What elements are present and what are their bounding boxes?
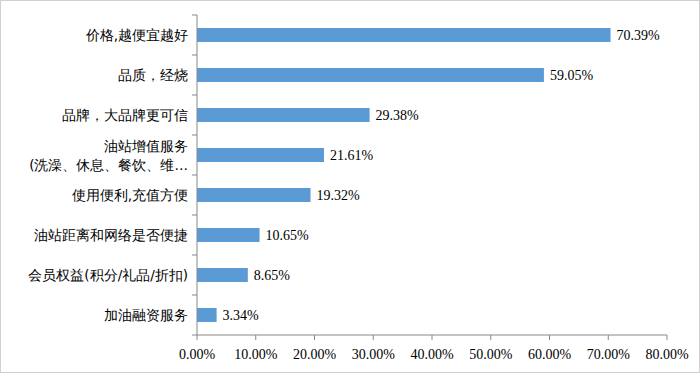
- bar: [197, 148, 324, 162]
- y-tick-label-line: 油站增值服务: [104, 138, 188, 154]
- bar: [197, 228, 260, 242]
- x-tick: [432, 335, 433, 340]
- y-tick-label: 加油融资服务: [104, 307, 188, 323]
- x-tick: [549, 335, 550, 340]
- x-tick-label: 20.00%: [293, 347, 337, 362]
- data-label: 3.34%: [223, 308, 260, 323]
- x-tick-label: 10.00%: [234, 347, 278, 362]
- x-tick: [667, 335, 668, 340]
- x-tick: [373, 335, 374, 340]
- bar: [197, 28, 611, 42]
- data-label: 70.39%: [617, 28, 661, 43]
- y-tick-label: 会员权益(积分/礼品/折扣): [28, 267, 188, 283]
- data-label: 59.05%: [550, 68, 594, 83]
- y-tick: [192, 95, 197, 96]
- x-tick-label: 70.00%: [587, 347, 631, 362]
- y-tick-label-line: 使用便利,充值方便: [72, 187, 188, 203]
- data-label: 29.38%: [376, 108, 420, 123]
- x-tick-label: 0.00%: [179, 347, 216, 362]
- data-label: 19.32%: [317, 188, 361, 203]
- x-tick: [314, 335, 315, 340]
- y-tick-label-line: 品质，经烧: [118, 67, 188, 83]
- x-tick: [608, 335, 609, 340]
- x-tick-label: 40.00%: [410, 347, 454, 362]
- y-tick-label-line: 品牌，大品牌更可信: [62, 107, 188, 123]
- y-tick: [192, 175, 197, 176]
- x-tick-label: 30.00%: [352, 347, 396, 362]
- y-tick: [192, 215, 197, 216]
- y-tick: [192, 255, 197, 256]
- x-tick: [197, 335, 198, 340]
- y-tick: [192, 15, 197, 16]
- bar: [197, 108, 370, 122]
- x-tick-label: 60.00%: [528, 347, 572, 362]
- y-tick-label-line: 加油融资服务: [104, 307, 188, 323]
- y-tick: [192, 55, 197, 56]
- x-tick-label: 50.00%: [469, 347, 513, 362]
- y-tick-label-line: 油站距离和网络是否便捷: [34, 227, 188, 243]
- y-tick-label: 油站增值服务 (洗澡、休息、餐饮、维…: [29, 138, 188, 173]
- data-label: 10.65%: [266, 228, 310, 243]
- x-tick: [255, 335, 256, 340]
- x-axis: [197, 335, 667, 336]
- y-tick-label-line: 会员权益(积分/礼品/折扣): [28, 267, 188, 283]
- chart: 0.00% 10.00% 20.00% 30.00% 40.00% 50.00% 60.00…: [0, 0, 700, 373]
- chart-border: [1, 1, 700, 373]
- y-tick-label: 油站距离和网络是否便捷: [34, 227, 188, 243]
- bar: [197, 68, 544, 82]
- bar: [197, 268, 248, 282]
- bar: [197, 188, 311, 202]
- y-tick-label-line: (洗澡、休息、餐饮、维…: [29, 157, 188, 173]
- y-tick-label: 价格,越便宜越好: [85, 27, 188, 43]
- y-tick: [192, 135, 197, 136]
- x-tick: [490, 335, 491, 340]
- x-tick-label: 80.00%: [645, 347, 689, 362]
- bar: [197, 308, 217, 322]
- y-tick-label: 品牌，大品牌更可信: [62, 107, 188, 123]
- data-label: 21.61%: [330, 148, 374, 163]
- y-tick-label-line: 价格,越便宜越好: [85, 27, 188, 43]
- y-tick-label: 品质，经烧: [118, 67, 188, 83]
- y-tick: [192, 295, 197, 296]
- bars: [197, 28, 611, 322]
- data-label: 8.65%: [254, 268, 291, 283]
- y-tick-label: 使用便利,充值方便: [72, 187, 188, 203]
- y-tick: [192, 335, 197, 336]
